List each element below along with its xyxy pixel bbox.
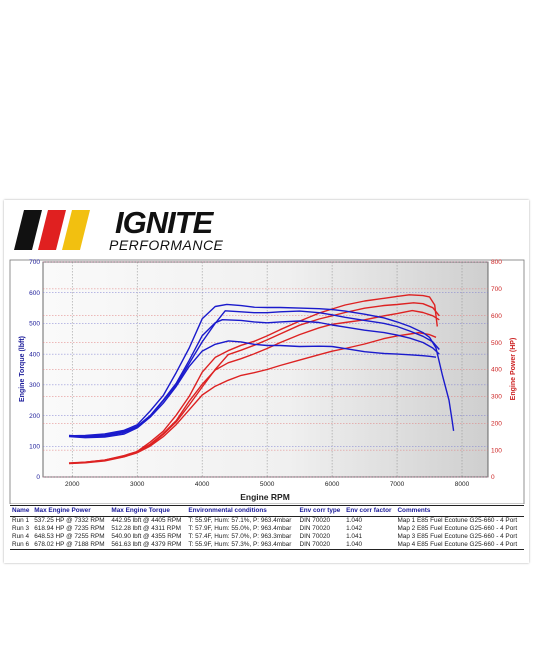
brand-logo: IGNITE PERFORMANCE	[12, 205, 224, 254]
y-right-tick-label: 100	[491, 447, 502, 454]
run-name: Run 4	[12, 533, 30, 540]
table-row: Run 3 618.94 HP @ 7235 RPM 512.28 lbft @…	[10, 525, 524, 533]
axis-ticks: 2000 3000 4000 5000 6000 7000 8000010020030040…	[29, 259, 502, 488]
col-header-corr-type: Env corr type	[297, 505, 345, 517]
y-left-tick-label: 500	[29, 321, 40, 328]
env-corr-factor: 1.040	[346, 541, 363, 548]
env-conditions: T: 55.9F, Hum: 57.3%, P: 963.4mbar	[188, 541, 292, 548]
y-right-tick-label: 400	[491, 367, 502, 374]
table-row: Run 1 537.25 HP @ 7332 RPM 442.95 lbft @…	[10, 517, 524, 526]
run-name: Run 6	[12, 541, 30, 548]
comment: Map 2 E85 Fuel Ecotune G25-660 - 4 Port	[397, 525, 518, 532]
max-torque: 512.28 lbft @ 4311 RPM	[111, 525, 182, 532]
y-right-tick-label: 0	[491, 474, 495, 481]
run-name: Run 3	[12, 525, 30, 532]
col-header-comments: Comments	[395, 505, 524, 517]
x-tick-label: 6000	[325, 481, 340, 488]
logo-stripes-icon	[14, 210, 90, 250]
max-power: 537.25 HP @ 7332 RPM	[34, 517, 105, 524]
y-right-tick-label: 600	[491, 313, 502, 320]
env-corr-type: DIN 70020	[299, 525, 331, 532]
y-left-tick-label: 200	[29, 413, 40, 420]
x-tick-label: 2000	[65, 481, 80, 488]
col-header-name: Name	[10, 505, 33, 517]
x-tick-label: 8000	[455, 481, 470, 488]
y-left-tick-label: 700	[29, 259, 40, 266]
power-line-run-4	[68, 302, 440, 464]
env-corr-type: DIN 70020	[299, 541, 331, 548]
dyno-chart: 2000 3000 4000 5000 6000 7000 8000010020030040…	[9, 259, 525, 504]
dyno-sheet: IGNITE PERFORMANCE 2000 3000 4000 5000 6000 7…	[4, 200, 529, 563]
table-header-row: Name Max Engine Power Max Engine Torque …	[10, 505, 524, 517]
comment: Map 4 E85 Fuel Ecotune G25-660 - 4 Port	[397, 541, 518, 548]
env-conditions: T: 55.9F, Hum: 57.1%, P: 963.4mbar	[188, 517, 292, 524]
torque-line-run-6	[68, 303, 455, 437]
y-right-tick-label: 300	[491, 394, 502, 401]
env-corr-factor: 1.041	[346, 533, 363, 540]
y-left-tick-label: 300	[29, 382, 40, 389]
col-header-torque: Max Engine Torque	[109, 505, 187, 517]
env-conditions: T: 57.4F, Hum: 57.0%, P: 963.3mbar	[188, 533, 292, 540]
comment: Map 1 E85 Fuel Ecotune G25-660 - 4 Port	[397, 517, 518, 524]
run-name: Run 1	[12, 517, 30, 524]
table-row: Run 4 648.53 HP @ 7255 RPM 540.90 lbft @…	[10, 533, 524, 541]
y-left-tick-label: 0	[36, 474, 40, 481]
comment: Map 3 E85 Fuel Ecotune G25-660 - 4 Port	[397, 533, 518, 540]
max-power: 618.94 HP @ 7235 RPM	[34, 525, 105, 532]
y-left-axis-label: Engine Torque (lbft)	[19, 336, 26, 402]
max-torque: 540.90 lbft @ 4355 RPM	[111, 533, 182, 540]
col-header-env: Environmental conditions	[186, 505, 298, 517]
brand-name: IGNITE	[115, 205, 213, 240]
env-conditions: T: 57.9F, Hum: 55.0%, P: 963.4mbar	[188, 525, 292, 532]
y-left-tick-label: 100	[29, 443, 40, 450]
env-corr-factor: 1.042	[346, 525, 363, 532]
y-right-tick-label: 500	[491, 340, 502, 347]
max-torque: 442.95 lbft @ 4405 RPM	[111, 517, 182, 524]
y-left-tick-label: 600	[29, 290, 40, 297]
env-corr-type: DIN 70020	[299, 533, 331, 540]
x-tick-label: 3000	[130, 481, 145, 488]
x-tick-label: 4000	[195, 481, 210, 488]
x-tick-label: 5000	[260, 481, 275, 488]
series-lines	[68, 294, 455, 465]
col-header-corr-factor: Env corr factor	[344, 505, 396, 517]
max-power: 678.02 HP @ 7188 RPM	[34, 541, 105, 548]
y-left-tick-label: 400	[29, 351, 40, 358]
y-right-tick-label: 700	[491, 286, 502, 293]
max-torque: 561.63 lbft @ 4379 RPM	[111, 541, 182, 548]
env-corr-factor: 1.040	[346, 517, 363, 524]
env-corr-type: DIN 70020	[299, 517, 331, 524]
torque-line-run-4	[68, 310, 440, 438]
x-axis-label: Engine RPM	[240, 492, 290, 502]
col-header-power: Max Engine Power	[32, 505, 110, 517]
power-line-run-6	[68, 294, 438, 464]
table-row: Run 6 678.02 HP @ 7188 RPM 561.63 lbft @…	[10, 541, 524, 550]
x-tick-label: 7000	[390, 481, 405, 488]
runs-table: Name Max Engine Power Max Engine Torque …	[10, 505, 524, 550]
max-power: 648.53 HP @ 7255 RPM	[34, 533, 105, 540]
y-right-axis-label: Engine Power (HP)	[510, 338, 517, 401]
brand-tagline: PERFORMANCE	[109, 237, 224, 253]
y-right-tick-label: 200	[491, 420, 502, 427]
y-right-tick-label: 800	[491, 259, 502, 266]
